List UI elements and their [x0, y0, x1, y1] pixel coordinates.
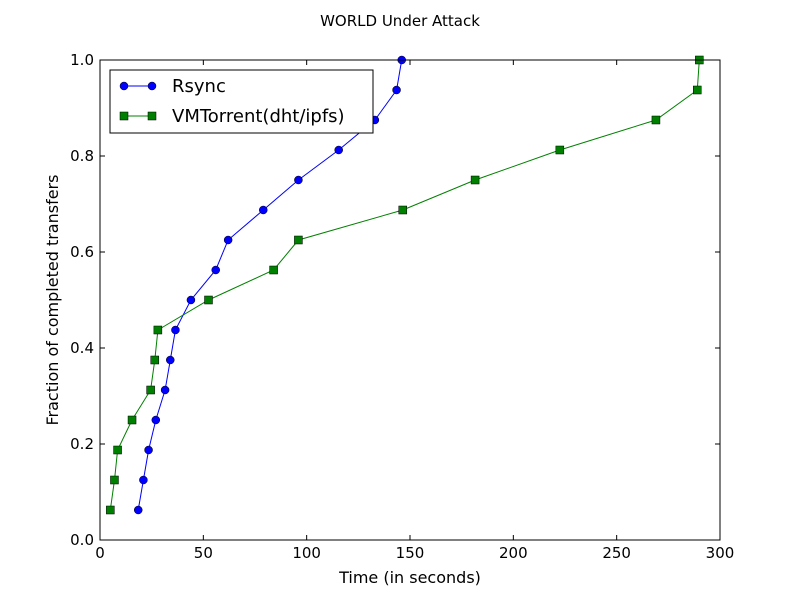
legend-vmtorrent-label: VMTorrent(dht/ipfs) — [172, 106, 345, 127]
data-point-rsync — [151, 415, 161, 425]
data-point-vmtorrent — [153, 325, 163, 335]
x-tick-label: 200 — [499, 544, 528, 562]
legend-rsync-marker — [119, 81, 129, 91]
data-point-rsync — [259, 205, 268, 215]
x-tick-label: 50 — [194, 544, 213, 562]
series-line-rsync — [137, 59, 403, 511]
legend-vmtorrent-marker — [147, 111, 157, 121]
data-point-rsync — [294, 175, 303, 185]
x-tick-label: 0 — [95, 544, 105, 562]
series-layer — [106, 55, 704, 515]
y-tick-label: 0.8 — [70, 147, 94, 165]
series-line-vmtorrent — [109, 59, 700, 511]
data-point-vmtorrent — [204, 295, 213, 305]
legend-vmtorrent-marker — [119, 111, 129, 121]
y-tick-label: 0.0 — [70, 531, 94, 549]
data-point-rsync — [223, 235, 233, 245]
data-point-rsync — [392, 85, 401, 95]
legend: Rsync VMTorrent(dht/ipfs) — [109, 69, 374, 134]
data-point-rsync — [160, 385, 170, 395]
data-point-vmtorrent — [651, 115, 661, 125]
data-point-rsync — [186, 295, 196, 305]
data-point-vmtorrent — [398, 205, 408, 215]
data-point-vmtorrent — [470, 175, 480, 185]
data-point-vmtorrent — [294, 235, 303, 245]
y-tick-label: 0.2 — [70, 435, 94, 453]
chart-title: WORLD Under Attack — [320, 12, 480, 30]
legend-box — [109, 69, 374, 134]
data-point-rsync — [133, 505, 143, 515]
plot-area — [100, 60, 720, 540]
x-tick-label: 250 — [602, 544, 631, 562]
plot-frame — [99, 59, 721, 541]
data-point-vmtorrent — [150, 355, 160, 365]
data-point-vmtorrent — [127, 415, 137, 425]
legend-rsync-marker — [147, 81, 157, 91]
data-point-rsync — [211, 265, 220, 275]
x-tick-label: 150 — [396, 544, 425, 562]
data-point-rsync — [171, 325, 180, 335]
data-point-vmtorrent — [269, 265, 278, 275]
data-point-rsync — [139, 475, 148, 485]
x-tick-label: 300 — [706, 544, 735, 562]
data-point-vmtorrent — [555, 145, 565, 155]
y-tick-label: 1.0 — [70, 51, 94, 69]
data-point-rsync — [166, 355, 175, 365]
data-point-vmtorrent — [106, 505, 115, 515]
data-point-vmtorrent — [693, 85, 702, 95]
x-axis-label: Time (in seconds) — [338, 568, 481, 587]
data-point-vmtorrent — [113, 445, 122, 455]
x-tick-label: 100 — [292, 544, 321, 562]
legend-rsync-label: Rsync — [172, 76, 226, 97]
y-tick-label: 0.4 — [70, 339, 94, 357]
data-point-vmtorrent — [146, 385, 155, 395]
y-axis-label: Fraction of completed transfers — [43, 175, 62, 426]
data-point-rsync — [144, 445, 153, 455]
data-point-vmtorrent — [110, 475, 119, 485]
data-point-rsync — [334, 145, 343, 155]
y-tick-label: 0.6 — [70, 243, 94, 261]
